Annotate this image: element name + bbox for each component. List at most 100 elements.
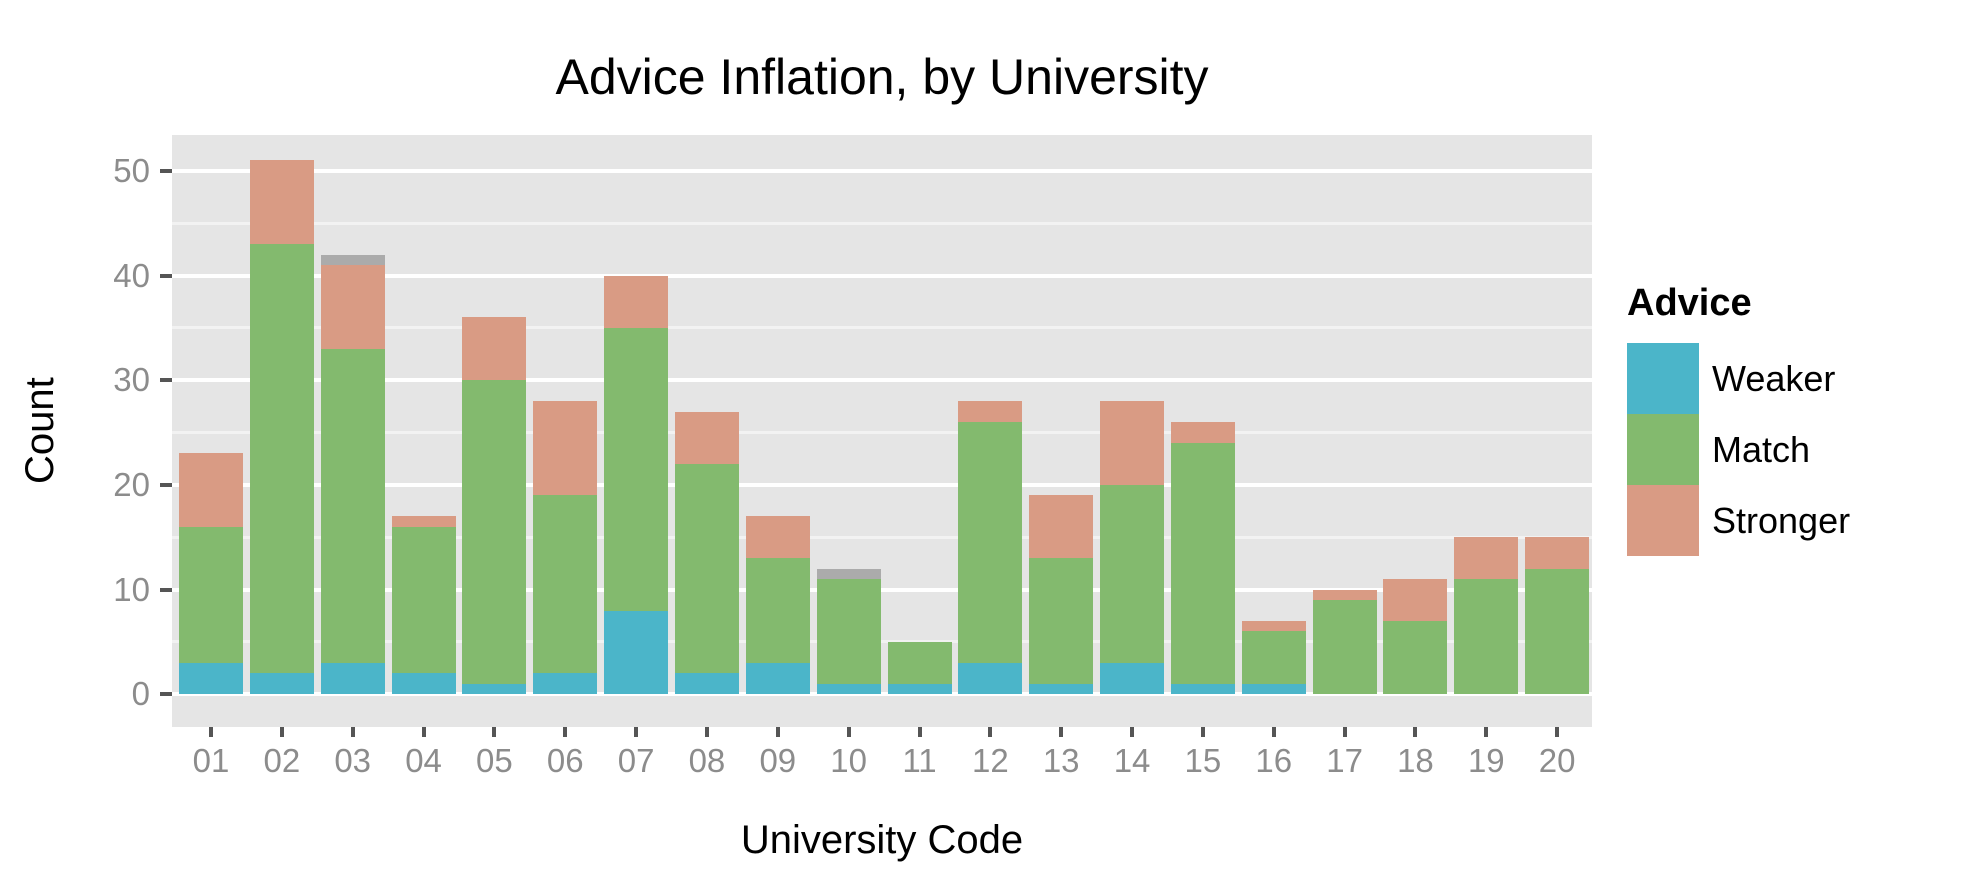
bar-segment-stronger bbox=[745, 516, 810, 559]
bar-segment-stronger bbox=[1312, 589, 1377, 601]
x-tick bbox=[846, 727, 851, 737]
gridline-major bbox=[172, 587, 1592, 592]
legend-label: Weaker bbox=[1712, 357, 1836, 399]
bar-segment-weaker bbox=[604, 610, 669, 695]
bar-segment-weaker bbox=[1029, 683, 1094, 695]
gridline-minor bbox=[172, 640, 1592, 644]
plot-panel bbox=[172, 135, 1592, 727]
x-tick-label: 18 bbox=[1397, 742, 1434, 779]
x-tick-label: 20 bbox=[1538, 742, 1576, 779]
gridline-major bbox=[172, 168, 1592, 173]
bar-segment-weaker bbox=[249, 673, 314, 695]
bar-segment-stronger bbox=[179, 453, 243, 527]
bar-segment-stronger bbox=[674, 411, 739, 464]
x-tick bbox=[492, 727, 497, 737]
bar-segment-stronger bbox=[462, 317, 527, 381]
bar-segment-match bbox=[1383, 621, 1448, 695]
bar-segment-weaker bbox=[745, 662, 810, 695]
gridline-minor bbox=[172, 326, 1592, 330]
bar-segment-stronger bbox=[1100, 401, 1165, 485]
bar-segment-weaker bbox=[1170, 683, 1235, 695]
bar-segment-match bbox=[1100, 484, 1165, 663]
x-tick bbox=[1413, 727, 1418, 737]
bar-segment-stronger bbox=[1029, 495, 1094, 559]
bar-segment-stronger bbox=[1454, 537, 1519, 580]
bar-segment-match bbox=[674, 463, 739, 674]
bar-segment-weaker bbox=[533, 673, 598, 695]
x-tick-label: 03 bbox=[334, 742, 372, 779]
legend-swatch-weaker bbox=[1627, 343, 1699, 414]
y-tick bbox=[160, 587, 172, 592]
x-tick bbox=[1271, 727, 1276, 737]
x-tick-label: 16 bbox=[1255, 742, 1293, 779]
x-tick bbox=[704, 727, 709, 737]
x-tick-label: 19 bbox=[1467, 742, 1505, 779]
legend: Advice Weaker Match Stronger bbox=[1627, 282, 1957, 556]
x-tick-label: 12 bbox=[971, 742, 1009, 779]
bar-segment-match bbox=[604, 327, 669, 611]
bar-segment-weaker bbox=[816, 683, 881, 695]
gridline-major bbox=[172, 273, 1592, 278]
bar-segment-match bbox=[958, 422, 1023, 663]
bar-segment-match bbox=[462, 380, 527, 684]
bar-segment-stronger bbox=[533, 401, 598, 496]
x-tick bbox=[1555, 727, 1560, 737]
x-tick bbox=[563, 727, 568, 737]
bar-segment-na bbox=[816, 568, 881, 580]
bar-segment-match bbox=[320, 348, 385, 663]
legend-swatch-match bbox=[1627, 414, 1699, 485]
bar-segment-match bbox=[391, 526, 456, 674]
legend-title: Advice bbox=[1627, 282, 1752, 324]
x-tick-label: 10 bbox=[830, 742, 867, 779]
x-tick-label: 01 bbox=[192, 742, 230, 779]
bar-segment-match bbox=[816, 579, 881, 684]
legend-swatch-stronger bbox=[1627, 485, 1699, 556]
x-tick-label: 13 bbox=[1042, 742, 1080, 779]
legend-label: Match bbox=[1712, 428, 1811, 470]
x-tick bbox=[917, 727, 922, 737]
bar-segment-weaker bbox=[674, 673, 739, 695]
x-tick-label: 11 bbox=[902, 742, 937, 779]
bar-segment-na bbox=[320, 254, 385, 266]
x-tick bbox=[421, 727, 426, 737]
bar-segment-weaker bbox=[958, 662, 1023, 695]
x-tick bbox=[775, 727, 780, 737]
y-tick-label: 20 bbox=[113, 465, 150, 503]
x-tick bbox=[1130, 727, 1135, 737]
y-tick-label: 0 bbox=[131, 675, 150, 713]
legend-entries: Weaker Match Stronger bbox=[1627, 343, 1957, 556]
x-tick-label: 09 bbox=[759, 742, 797, 779]
x-tick bbox=[1200, 727, 1205, 737]
bar-segment-match bbox=[1312, 600, 1377, 695]
gridline-minor bbox=[172, 431, 1592, 435]
y-tick bbox=[160, 692, 172, 697]
y-tick-label: 30 bbox=[113, 361, 150, 399]
bar-segment-match bbox=[1454, 579, 1519, 695]
bar-segment-weaker bbox=[1100, 662, 1165, 695]
bar-segment-stronger bbox=[604, 275, 669, 328]
x-tick-label: 05 bbox=[476, 742, 513, 779]
x-tick bbox=[279, 727, 284, 737]
bar-segment-match bbox=[1525, 568, 1590, 695]
bar-segment-match bbox=[887, 641, 952, 684]
bar-segment-weaker bbox=[391, 673, 456, 695]
y-tick-label: 10 bbox=[113, 570, 150, 608]
x-tick-label: 08 bbox=[688, 742, 726, 779]
legend-label: Stronger bbox=[1712, 499, 1851, 541]
x-tick-label: 04 bbox=[405, 742, 442, 779]
gridline-major bbox=[172, 482, 1592, 487]
bar-segment-stronger bbox=[249, 160, 314, 245]
legend-entry-weaker: Weaker bbox=[1627, 343, 1957, 414]
x-tick bbox=[1342, 727, 1347, 737]
bar-segment-weaker bbox=[320, 662, 385, 695]
x-tick bbox=[209, 727, 213, 737]
x-tick bbox=[1484, 727, 1489, 737]
bar-segment-stronger bbox=[1170, 422, 1235, 444]
gridline-minor bbox=[172, 535, 1592, 539]
bar-segment-match bbox=[249, 244, 314, 674]
bar-segment-stronger bbox=[391, 516, 456, 527]
chart-title: Advice Inflation, by University bbox=[555, 49, 1209, 105]
bar-segment-match bbox=[1029, 558, 1094, 684]
y-axis-title: Count bbox=[18, 377, 62, 485]
